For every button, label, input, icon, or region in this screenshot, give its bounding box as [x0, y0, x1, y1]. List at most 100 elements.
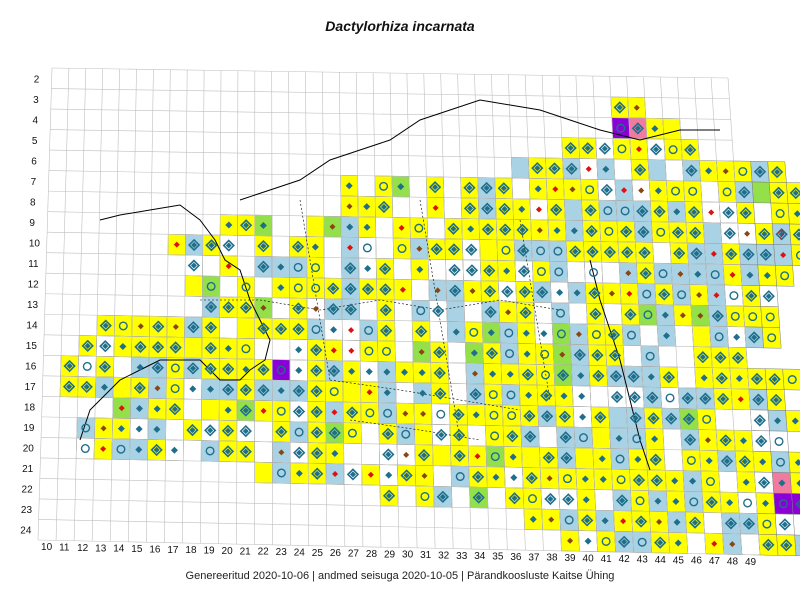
- record-circle: [362, 243, 372, 253]
- record-diamond-outline: [517, 244, 530, 257]
- record-diamond: [623, 228, 630, 235]
- grid-cell: [733, 160, 753, 183]
- grid-line-col: [575, 75, 598, 552]
- record-circle: [775, 457, 785, 467]
- record-diamond: [171, 406, 178, 413]
- record-diamond: [601, 145, 608, 152]
- record-diamond: [773, 396, 780, 403]
- record-diamond: [778, 479, 786, 487]
- record-diamond: [385, 451, 392, 458]
- record-diamond: [638, 518, 645, 525]
- record-diamond: [642, 270, 649, 277]
- record-diamond: [347, 265, 354, 272]
- record-diamond-outline: [274, 322, 288, 335]
- record-circle: [82, 361, 92, 371]
- record-diamond: [634, 125, 641, 132]
- record-circle: [205, 446, 215, 456]
- grid-cell: [531, 240, 550, 262]
- record-diamond-outline: [415, 325, 428, 338]
- record-diamond: [702, 395, 709, 402]
- grid-cell: [591, 427, 611, 449]
- record-diamond-outline: [239, 424, 252, 438]
- grid-cell: [653, 262, 673, 285]
- record-diamond: [467, 225, 475, 233]
- record-diamond-outline: [562, 493, 575, 506]
- record-diamond-outline: [584, 204, 597, 217]
- grid-cell: [651, 221, 671, 243]
- row-label: 15: [26, 341, 38, 352]
- record-diamond-outline: [775, 228, 788, 241]
- record-diamond-outline: [542, 451, 555, 464]
- record-diamond-old: [625, 270, 632, 277]
- col-label: 25: [312, 548, 324, 559]
- record-diamond-old: [575, 331, 582, 338]
- record-diamond: [758, 438, 765, 445]
- record-diamond-outline: [647, 412, 660, 425]
- record-diamond: [153, 425, 161, 433]
- record-diamond: [614, 393, 621, 400]
- row-label: 11: [28, 259, 39, 270]
- grid-cell: [627, 427, 647, 450]
- record-circle: [276, 406, 286, 416]
- col-label: 37: [528, 552, 540, 563]
- record-diamond-outline: [346, 468, 360, 481]
- record-diamond: [468, 267, 475, 274]
- record-circle: [116, 444, 126, 454]
- record-diamond-outline: [778, 518, 792, 531]
- grid-cell: [411, 299, 430, 322]
- row-label: 18: [24, 403, 36, 414]
- grid-cell: [610, 448, 630, 470]
- record-diamond: [119, 343, 127, 350]
- record-diamond: [154, 364, 161, 371]
- record-circle: [780, 271, 790, 281]
- record-diamond-outline: [521, 368, 535, 381]
- record-diamond: [242, 448, 249, 455]
- record-diamond-outline: [780, 539, 793, 552]
- grid-cell: [306, 256, 325, 279]
- grid-line-col: [474, 74, 490, 550]
- record-diamond: [313, 429, 320, 436]
- record-diamond: [705, 457, 713, 465]
- record-circle: [705, 477, 715, 487]
- record-diamond-outline: [63, 359, 76, 373]
- record-diamond-outline: [292, 384, 305, 398]
- record-diamond: [189, 365, 196, 372]
- record-diamond-outline: [649, 143, 663, 156]
- record-diamond-outline: [433, 346, 446, 359]
- record-circle: [293, 262, 303, 272]
- record-circle: [416, 306, 426, 316]
- record-diamond: [364, 265, 372, 273]
- grid-line-col: [558, 75, 580, 552]
- record-diamond-outline: [311, 467, 324, 480]
- record-diamond: [136, 363, 144, 371]
- grid-cell: [549, 261, 569, 283]
- record-diamond-outline: [430, 242, 443, 256]
- grid-cell: [392, 237, 412, 260]
- record-diamond-outline: [757, 476, 771, 489]
- record-diamond: [520, 247, 527, 254]
- record-diamond-red: [713, 292, 720, 299]
- record-diamond-red: [118, 405, 125, 412]
- record-diamond: [242, 428, 249, 435]
- grid-line-col: [440, 73, 454, 549]
- record-diamond: [665, 374, 672, 381]
- record-diamond: [791, 417, 799, 425]
- record-diamond-outline: [204, 341, 217, 355]
- record-diamond: [208, 303, 215, 310]
- record-diamond: [472, 411, 480, 419]
- record-diamond: [603, 186, 610, 193]
- grid-cell: [479, 239, 498, 261]
- grid-cell: [774, 264, 795, 287]
- record-circle: [420, 491, 430, 501]
- record-circle: [665, 393, 675, 403]
- record-circle: [364, 346, 374, 356]
- grid-cell: [485, 445, 505, 468]
- record-diamond: [649, 394, 656, 401]
- grid-cell: [272, 400, 291, 422]
- record-diamond: [692, 229, 699, 236]
- record-circle: [774, 436, 784, 446]
- col-label: 29: [384, 549, 396, 560]
- record-diamond: [756, 417, 763, 424]
- record-diamond-outline: [685, 164, 698, 177]
- record-diamond: [615, 434, 623, 442]
